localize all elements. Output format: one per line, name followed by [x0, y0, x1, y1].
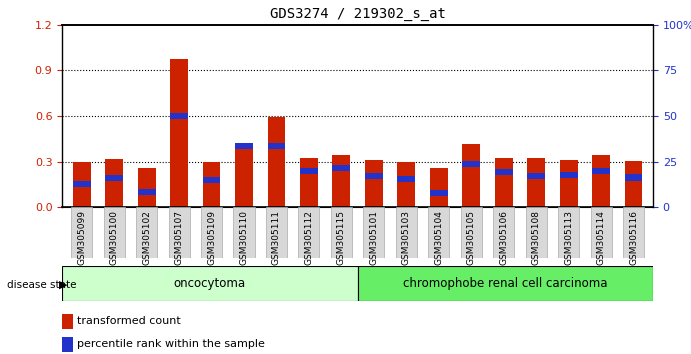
- FancyBboxPatch shape: [299, 207, 319, 258]
- Bar: [62, 314, 73, 329]
- FancyBboxPatch shape: [331, 207, 352, 258]
- FancyBboxPatch shape: [526, 207, 547, 258]
- Bar: [202, 177, 220, 183]
- Bar: [138, 169, 155, 207]
- Bar: [495, 169, 513, 175]
- Text: GSM305115: GSM305115: [337, 210, 346, 265]
- Bar: [300, 158, 318, 207]
- Text: GSM305103: GSM305103: [401, 210, 410, 265]
- Text: GSM305106: GSM305106: [499, 210, 508, 265]
- Text: GSM305113: GSM305113: [564, 210, 573, 265]
- Bar: [625, 175, 643, 181]
- Bar: [495, 159, 513, 207]
- FancyBboxPatch shape: [461, 207, 482, 258]
- Text: GSM305108: GSM305108: [531, 210, 540, 265]
- Bar: [267, 117, 285, 207]
- Bar: [527, 159, 545, 207]
- Bar: [73, 162, 91, 207]
- Bar: [332, 155, 350, 207]
- Text: oncocytoma: oncocytoma: [174, 277, 246, 290]
- FancyBboxPatch shape: [623, 207, 644, 258]
- Text: transformed count: transformed count: [77, 316, 181, 326]
- Text: GSM305114: GSM305114: [596, 210, 605, 264]
- Text: GSM305116: GSM305116: [629, 210, 638, 265]
- Text: chromophobe renal cell carcinoma: chromophobe renal cell carcinoma: [403, 277, 607, 290]
- Text: GSM305109: GSM305109: [207, 210, 216, 265]
- FancyBboxPatch shape: [104, 207, 124, 258]
- Text: GSM305105: GSM305105: [466, 210, 475, 265]
- FancyBboxPatch shape: [363, 207, 384, 258]
- Bar: [332, 165, 350, 171]
- Text: GSM305102: GSM305102: [142, 210, 151, 264]
- Bar: [592, 167, 610, 174]
- Bar: [430, 190, 448, 196]
- FancyBboxPatch shape: [493, 207, 514, 258]
- Bar: [527, 173, 545, 179]
- FancyBboxPatch shape: [558, 207, 579, 258]
- Title: GDS3274 / 219302_s_at: GDS3274 / 219302_s_at: [269, 7, 446, 21]
- Bar: [592, 155, 610, 207]
- FancyBboxPatch shape: [201, 207, 222, 258]
- FancyBboxPatch shape: [234, 207, 254, 258]
- FancyBboxPatch shape: [71, 207, 92, 258]
- Text: GSM305101: GSM305101: [369, 210, 379, 265]
- Bar: [462, 144, 480, 207]
- Bar: [365, 160, 383, 207]
- Text: percentile rank within the sample: percentile rank within the sample: [77, 339, 265, 349]
- Text: GSM305111: GSM305111: [272, 210, 281, 265]
- Text: disease state: disease state: [7, 280, 77, 290]
- Text: GSM305100: GSM305100: [110, 210, 119, 265]
- FancyBboxPatch shape: [266, 207, 287, 258]
- Bar: [235, 143, 253, 149]
- Bar: [73, 181, 91, 187]
- Text: GSM305112: GSM305112: [305, 210, 314, 264]
- FancyBboxPatch shape: [591, 207, 612, 258]
- FancyBboxPatch shape: [62, 266, 358, 301]
- FancyBboxPatch shape: [396, 207, 417, 258]
- Text: GSM305099: GSM305099: [77, 210, 86, 265]
- Bar: [267, 143, 285, 149]
- Bar: [62, 337, 73, 352]
- Bar: [365, 173, 383, 179]
- FancyBboxPatch shape: [428, 207, 449, 258]
- Text: GSM305104: GSM305104: [434, 210, 443, 264]
- Bar: [300, 167, 318, 174]
- Text: GSM305107: GSM305107: [175, 210, 184, 265]
- Bar: [560, 172, 578, 178]
- Bar: [170, 59, 188, 207]
- Bar: [170, 113, 188, 119]
- Bar: [397, 176, 415, 182]
- Text: ▶: ▶: [59, 280, 67, 290]
- FancyBboxPatch shape: [358, 266, 653, 301]
- Bar: [105, 159, 123, 207]
- Bar: [560, 160, 578, 207]
- Bar: [625, 161, 643, 207]
- Bar: [202, 162, 220, 207]
- Bar: [397, 162, 415, 207]
- Bar: [105, 175, 123, 181]
- Text: GSM305110: GSM305110: [240, 210, 249, 265]
- Bar: [430, 169, 448, 207]
- Bar: [235, 143, 253, 207]
- Bar: [462, 161, 480, 167]
- FancyBboxPatch shape: [169, 207, 189, 258]
- Bar: [138, 189, 155, 195]
- FancyBboxPatch shape: [136, 207, 157, 258]
